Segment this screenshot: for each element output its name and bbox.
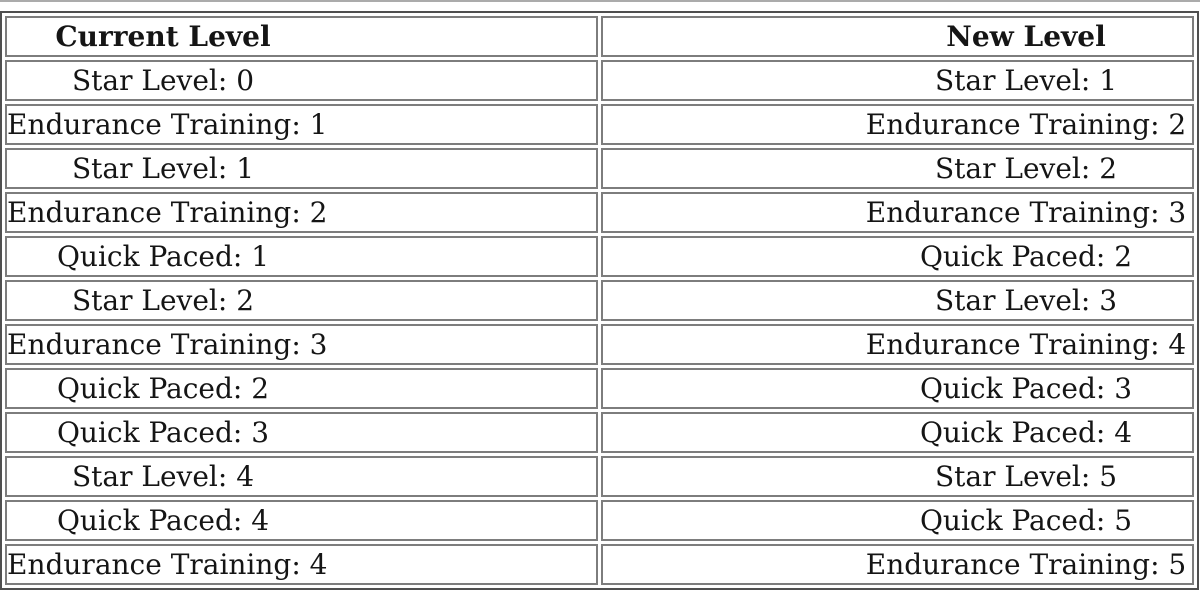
table-row: Quick Paced: 3 Quick Paced: 4	[5, 412, 1194, 453]
current-level-cell: Endurance Training: 4	[5, 544, 598, 585]
column-header-new-level: New Level	[601, 16, 1194, 57]
table-row: Endurance Training: 2 Endurance Training…	[5, 192, 1194, 233]
table-row: Star Level: 2 Star Level: 3	[5, 280, 1194, 321]
new-level-cell: Quick Paced: 4	[601, 412, 1194, 453]
new-level-cell: Endurance Training: 4	[601, 324, 1194, 365]
table-row: Star Level: 4 Star Level: 5	[5, 456, 1194, 497]
header-row: Current Level New Level	[5, 16, 1194, 57]
column-header-current-level: Current Level	[5, 16, 598, 57]
current-level-cell: Star Level: 0	[5, 60, 598, 101]
current-level-cell: Quick Paced: 3	[5, 412, 598, 453]
table-row: Quick Paced: 1 Quick Paced: 2	[5, 236, 1194, 277]
current-level-cell: Quick Paced: 2	[5, 368, 598, 409]
new-level-cell: Star Level: 2	[601, 148, 1194, 189]
current-level-cell: Endurance Training: 2	[5, 192, 598, 233]
current-level-cell: Star Level: 4	[5, 456, 598, 497]
new-level-cell: Quick Paced: 2	[601, 236, 1194, 277]
table-row: Star Level: 0 Star Level: 1	[5, 60, 1194, 101]
level-upgrade-table: Current Level New Level Star Level: 0 St…	[0, 11, 1199, 590]
new-level-cell: Endurance Training: 3	[601, 192, 1194, 233]
new-level-cell: Star Level: 1	[601, 60, 1194, 101]
table-row: Endurance Training: 3 Endurance Training…	[5, 324, 1194, 365]
current-level-cell: Star Level: 2	[5, 280, 598, 321]
current-level-cell: Endurance Training: 1	[5, 104, 598, 145]
current-level-cell: Endurance Training: 3	[5, 324, 598, 365]
new-level-cell: Star Level: 5	[601, 456, 1194, 497]
table-row: Endurance Training: 4 Endurance Training…	[5, 544, 1194, 585]
new-level-cell: Endurance Training: 5	[601, 544, 1194, 585]
table-row: Star Level: 1 Star Level: 2	[5, 148, 1194, 189]
new-level-cell: Quick Paced: 5	[601, 500, 1194, 541]
cropped-element-edge	[0, 0, 1200, 2]
table-row: Endurance Training: 1 Endurance Training…	[5, 104, 1194, 145]
current-level-cell: Quick Paced: 1	[5, 236, 598, 277]
new-level-cell: Endurance Training: 2	[601, 104, 1194, 145]
table-row: Quick Paced: 2 Quick Paced: 3	[5, 368, 1194, 409]
current-level-cell: Quick Paced: 4	[5, 500, 598, 541]
table-row: Quick Paced: 4 Quick Paced: 5	[5, 500, 1194, 541]
current-level-cell: Star Level: 1	[5, 148, 598, 189]
new-level-cell: Quick Paced: 3	[601, 368, 1194, 409]
new-level-cell: Star Level: 3	[601, 280, 1194, 321]
